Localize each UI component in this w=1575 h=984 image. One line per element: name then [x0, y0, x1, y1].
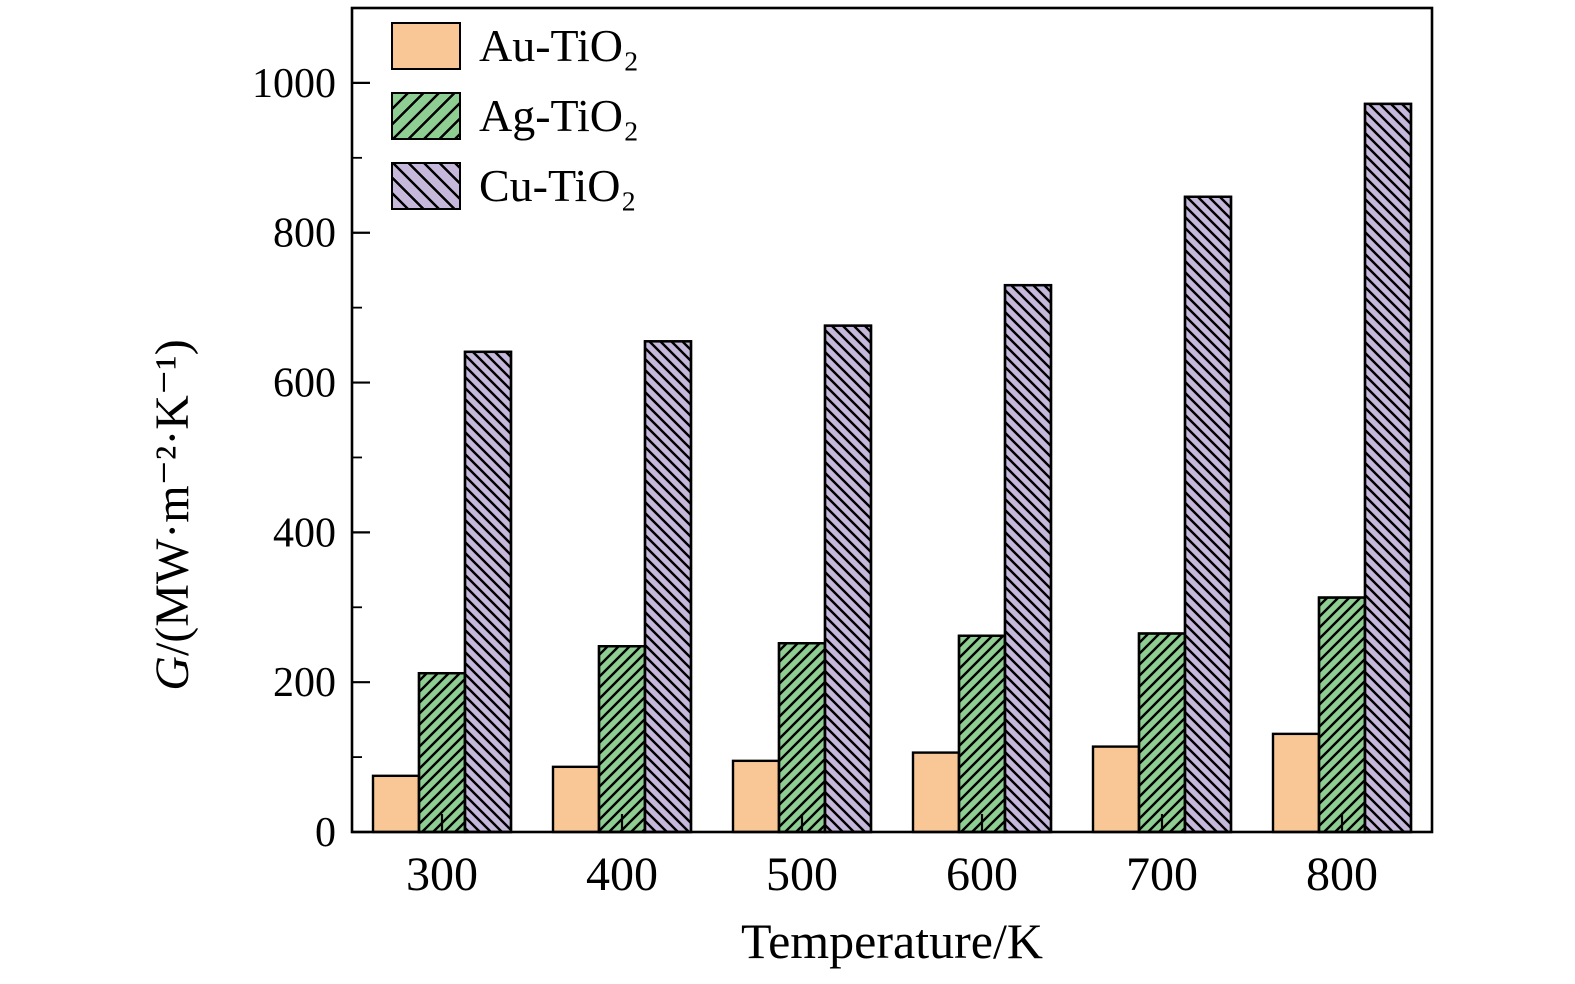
x-axis-title: Temperature/K	[741, 913, 1043, 969]
bar-au-tio2-500	[731, 759, 781, 834]
y-axis-title: G/(MW·m⁻²·K⁻¹)	[144, 339, 200, 690]
legend-item-ag-tio2: Ag-TiO₂	[391, 92, 639, 140]
legend-item-cu-tio2: Cu-TiO₂	[391, 162, 639, 210]
bar-au-tio2-600	[911, 751, 961, 834]
legend-label-cu-tio2: Cu-TiO₂	[479, 160, 637, 211]
bar-hatch-ag-tio2-800	[1317, 596, 1367, 834]
x-tick-label-800: 800	[1306, 848, 1378, 901]
y-tick-label-200: 200	[273, 660, 336, 706]
legend-label-ag-tio2: Ag-TiO₂	[479, 90, 640, 141]
bar-hatch-ag-tio2-300	[417, 671, 467, 834]
bar-hatch-ag-tio2-400	[597, 645, 647, 834]
x-tick-label-700: 700	[1126, 848, 1198, 901]
legend-label-au-tio2: Au-TiO₂	[479, 20, 640, 71]
bar-hatch-ag-tio2-600	[957, 634, 1007, 834]
y-tick-label-600: 600	[273, 361, 336, 407]
x-tick-label-500: 500	[766, 848, 838, 901]
x-tick-label-400: 400	[586, 848, 658, 901]
y-axis-title-symbol: G	[146, 656, 199, 691]
bar-au-tio2-800	[1271, 732, 1321, 834]
legend-swatch-ag-tio2	[391, 92, 461, 140]
bar-hatch-ag-tio2-700	[1137, 632, 1187, 834]
plot-border	[350, 6, 1434, 834]
x-tick-label-600: 600	[946, 848, 1018, 901]
y-tick-label-0: 0	[315, 810, 336, 856]
bar-hatch-cu-tio2-400	[643, 340, 693, 834]
bar-hatch-cu-tio2-700	[1183, 195, 1233, 834]
bar-hatch-cu-tio2-300	[463, 350, 513, 834]
bar-au-tio2-300	[371, 774, 421, 834]
y-tick-label-1000: 1000	[252, 61, 336, 107]
bar-hatch-ag-tio2-500	[777, 642, 827, 834]
bar-hatch-cu-tio2-500	[823, 324, 873, 834]
bar-au-tio2-700	[1091, 745, 1141, 834]
y-axis-title-units: /(MW·m⁻²·K⁻¹)	[146, 339, 199, 657]
bar-hatch-cu-tio2-600	[1003, 283, 1053, 834]
x-tick-label-300: 300	[406, 848, 478, 901]
legend-swatch-cu-tio2	[391, 162, 461, 210]
legend-swatch-au-tio2	[391, 22, 461, 70]
y-tick-label-800: 800	[273, 211, 336, 257]
bar-au-tio2-400	[551, 765, 601, 834]
bar-hatch-cu-tio2-800	[1363, 102, 1413, 834]
legend-item-au-tio2: Au-TiO₂	[391, 22, 639, 70]
legend: Au-TiO₂ Ag-TiO₂ Cu-TiO₂	[391, 22, 639, 232]
y-tick-label-400: 400	[273, 510, 336, 556]
